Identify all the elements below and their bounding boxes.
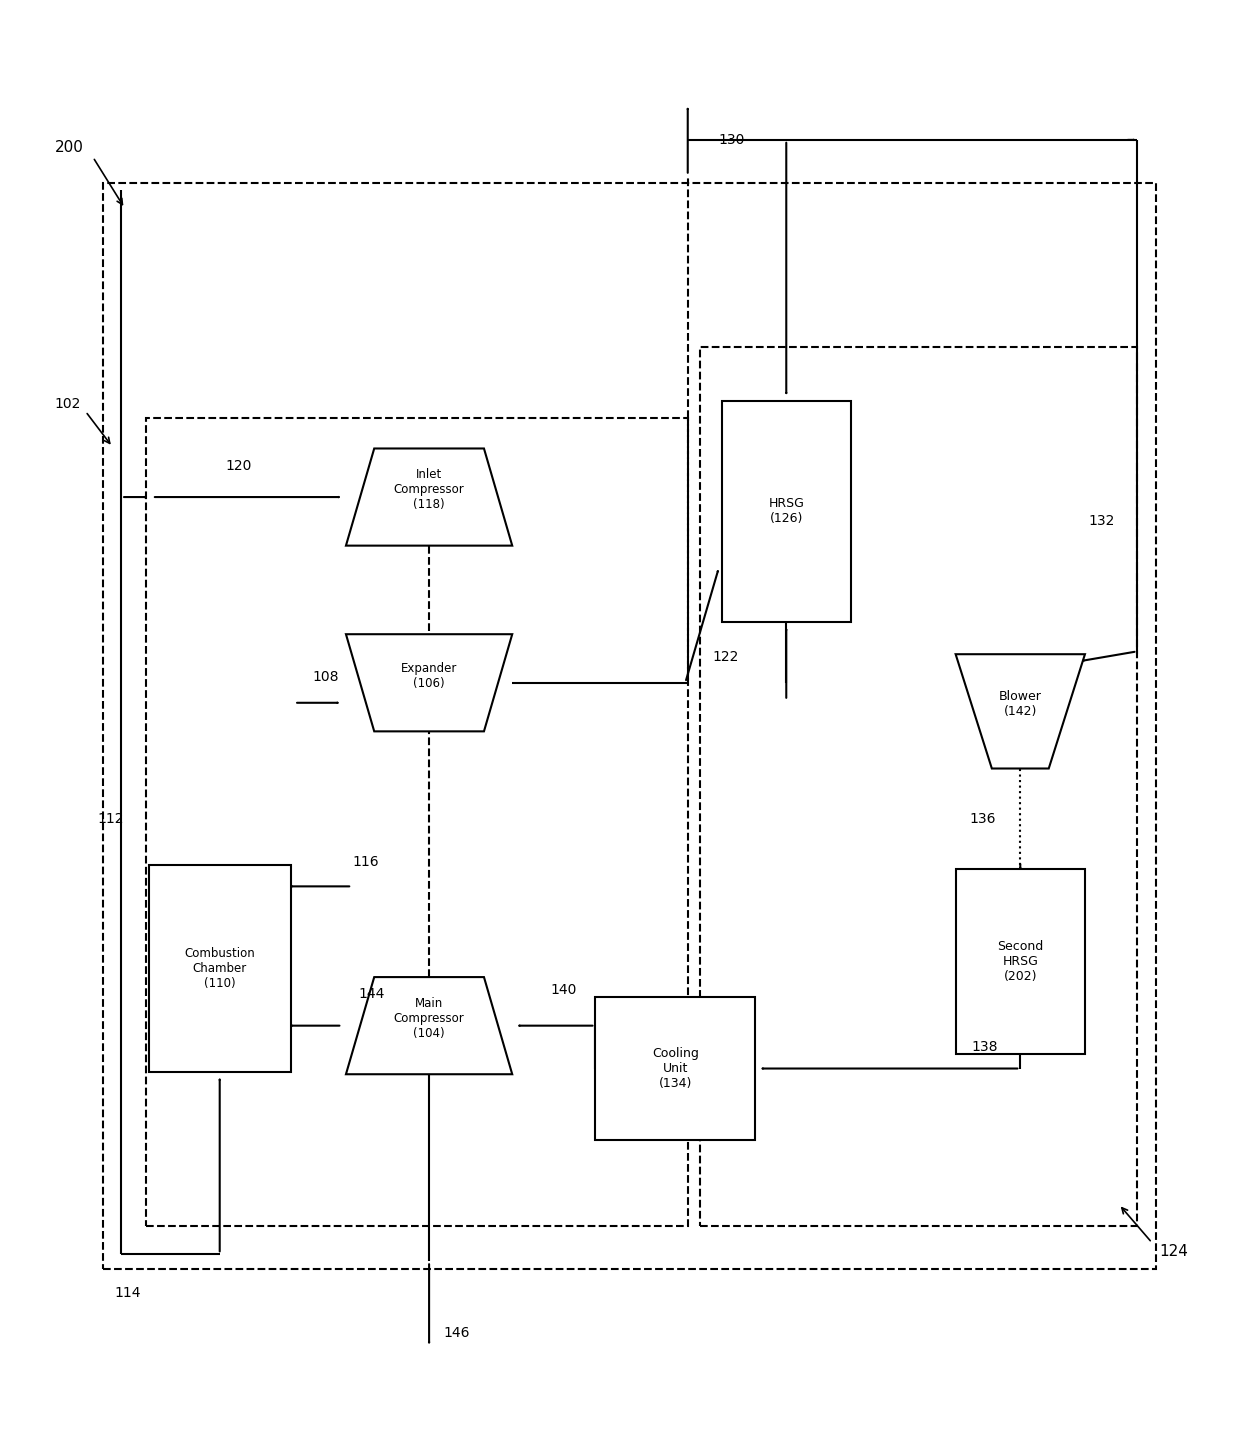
Text: 114: 114	[114, 1286, 140, 1299]
Polygon shape	[346, 634, 512, 731]
Text: 116: 116	[352, 855, 378, 869]
Text: 124: 124	[1159, 1244, 1188, 1259]
Bar	[146, 418, 688, 1226]
Text: 112: 112	[97, 812, 124, 825]
Polygon shape	[346, 977, 512, 1075]
Text: 136: 136	[970, 812, 996, 825]
Text: 140: 140	[551, 983, 577, 997]
Text: Cooling
Unit
(134): Cooling Unit (134)	[652, 1048, 699, 1091]
Bar	[149, 865, 290, 1072]
Text: Inlet
Compressor
(118): Inlet Compressor (118)	[394, 468, 465, 512]
Bar	[103, 182, 1156, 1269]
Polygon shape	[956, 654, 1085, 769]
Text: 108: 108	[312, 670, 340, 684]
Text: HRSG
(126): HRSG (126)	[769, 497, 805, 526]
Text: Expander
(106): Expander (106)	[401, 661, 458, 690]
Text: Blower
(142): Blower (142)	[999, 690, 1042, 718]
Text: Second
HRSG
(202): Second HRSG (202)	[997, 940, 1043, 983]
Text: 120: 120	[224, 458, 252, 473]
Text: Combustion
Chamber
(110): Combustion Chamber (110)	[185, 947, 255, 990]
Polygon shape	[346, 448, 512, 546]
Bar	[956, 868, 1085, 1055]
Text: 138: 138	[972, 1040, 998, 1055]
Text: 200: 200	[56, 139, 84, 155]
Text: 144: 144	[358, 987, 384, 1002]
Text: 130: 130	[718, 132, 745, 147]
Text: 102: 102	[55, 397, 81, 411]
Text: 122: 122	[712, 650, 739, 664]
Bar	[595, 997, 755, 1140]
Text: Main
Compressor
(104): Main Compressor (104)	[394, 997, 465, 1040]
Bar	[701, 348, 1137, 1226]
Text: 146: 146	[444, 1326, 470, 1339]
Text: 132: 132	[1089, 514, 1115, 529]
Bar	[722, 401, 851, 622]
